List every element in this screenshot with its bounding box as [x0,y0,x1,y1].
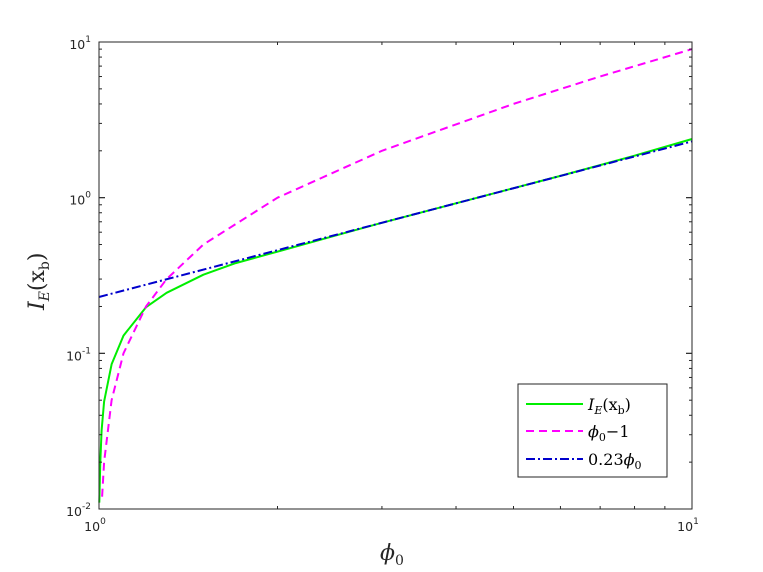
y-axis-label-arg: (x [25,269,50,291]
y-tick-label-base: 10 [66,348,82,363]
x-tick-label-base: 10 [677,519,693,534]
legend-fit-main: ϕ [624,450,635,469]
legend-label-ie: IE(xb) [587,395,631,417]
y-tick-label-exp: -1 [82,346,91,356]
legend-ie-sub: E [593,404,602,417]
y-axis-label: IE(xb) [25,253,53,312]
x-tick-label-base: 10 [84,519,100,534]
legend-ie-arg-sub: b [618,404,625,417]
series-layer [98,48,693,503]
y-tick-label-exp: 0 [85,191,91,201]
x-axis-label: ϕ0 [380,541,404,569]
series-line-1 [101,48,693,497]
x-tick-label: 100 [84,517,106,534]
y-tick-label: 10-2 [66,502,91,519]
legend-fit-pre: 0.23 [588,450,624,469]
legend-label-phi-minus-one: ϕ0−1 [588,422,630,444]
legend-phi-sub: 0 [599,431,606,444]
y-tick-label-base: 10 [66,504,82,519]
y-tick-label-exp: -2 [82,502,91,512]
legend-phi-rest: −1 [606,422,630,441]
y-tick-label: 10-1 [66,346,91,363]
y-axis-label-main: I [25,300,50,311]
plot-frame [98,41,693,510]
x-tick-label-exp: 1 [693,517,699,527]
y-tick-label-exp: 1 [85,35,91,45]
series-line-2 [98,140,693,298]
x-axis-label-sub: 0 [395,553,404,569]
y-tick-label: 100 [69,191,91,208]
y-axis-label-close: ) [25,253,50,262]
legend-ie-arg: (x [602,395,617,414]
y-tick-label-base: 10 [69,37,85,52]
legend: IE(xb) ϕ0−1 0.23ϕ0 [517,383,668,478]
y-tick-label-base: 10 [69,193,85,208]
legend-phi-main: ϕ [588,422,599,441]
legend-label-fit: 0.23ϕ0 [588,450,642,472]
y-axis-label-arg-sub: b [37,261,53,270]
y-tick-label: 101 [69,35,91,52]
legend-fit-sub: 0 [635,459,642,472]
legend-ie-close: ) [625,395,631,414]
y-axis-label-sub: E [37,291,53,302]
x-tick-label: 101 [677,517,699,534]
x-tick-label-exp: 0 [100,517,106,527]
legend-ie-main: I [587,395,595,414]
x-axis-label-main: ϕ [380,541,395,566]
